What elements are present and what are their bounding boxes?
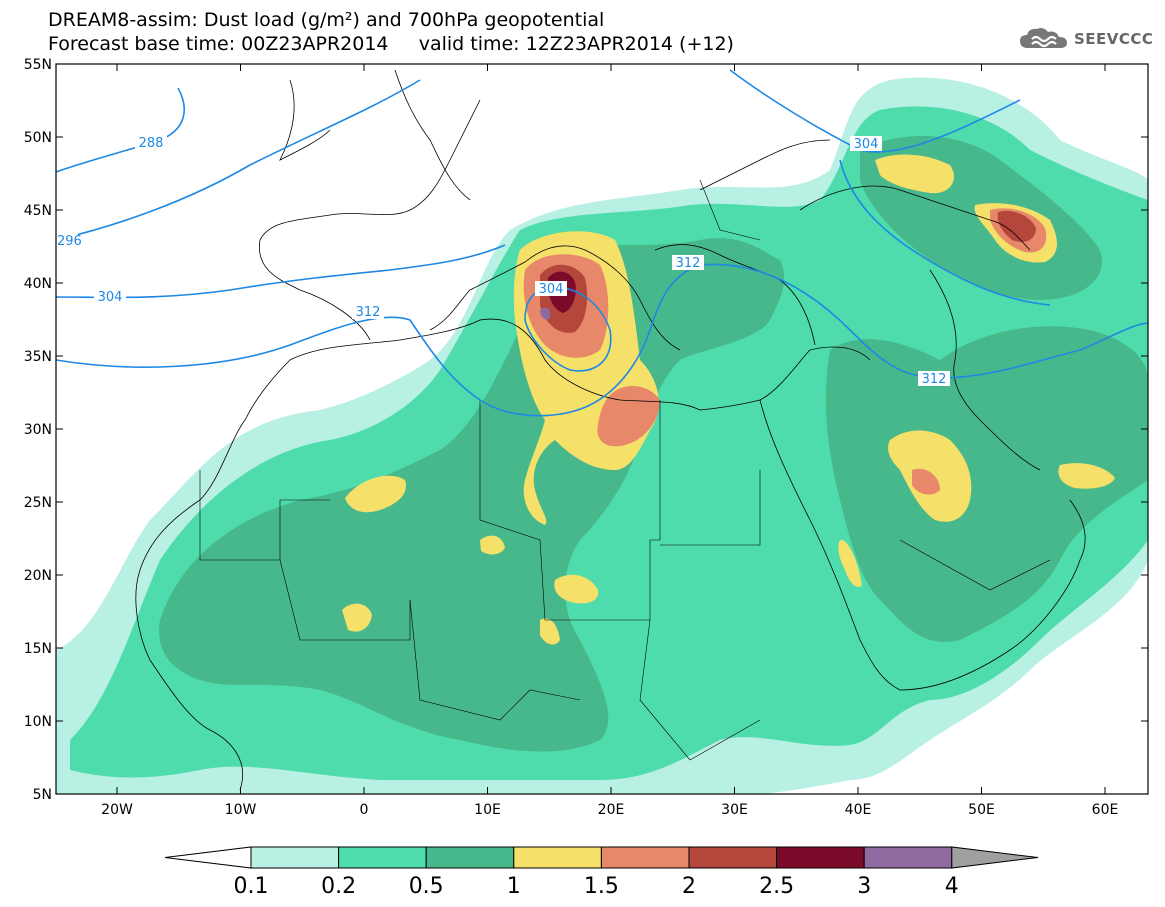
contour-label: 312 (918, 371, 950, 387)
contour-label: 312 (352, 304, 384, 320)
contour-label-text: 304 (854, 137, 879, 152)
dust-region-1 (838, 539, 862, 587)
lat-label: 20N (24, 568, 52, 584)
dust-region-1 (480, 535, 505, 555)
dust-region-1 (554, 574, 599, 604)
contour-label-text: 312 (922, 372, 947, 387)
dust-region-3 (540, 307, 551, 320)
dust-region-1 (540, 618, 560, 645)
colorbar-label: 0.1 (234, 874, 269, 899)
lat-label: 40N (24, 276, 52, 292)
lon-label: 40E (845, 802, 872, 818)
colorbar-swatch (951, 846, 1039, 869)
colorbar-swatch (338, 846, 427, 869)
colorbar-label: 2.5 (759, 874, 794, 899)
dust-region-1 (875, 154, 954, 194)
contour-label: 296 (56, 233, 82, 249)
lat-label: 5N (33, 787, 52, 803)
contour-label: 304 (94, 289, 126, 305)
contour-label-text: 312 (356, 305, 381, 320)
contour-label: 304 (535, 281, 567, 297)
colorbar-swatch (600, 846, 690, 869)
contour-304-west (56, 244, 506, 299)
contour-label: 288 (135, 135, 167, 151)
colorbar-label: 1 (507, 874, 521, 899)
lon-label: 20W (101, 802, 133, 818)
lat-label: 10N (24, 714, 52, 730)
lon-label: 10W (225, 802, 257, 818)
dust-region-1 (342, 603, 372, 632)
cloud-logo-icon (1020, 28, 1067, 48)
dust-region-0-5 (825, 326, 1148, 642)
coastlines (135, 69, 1086, 791)
contour-label-text: 312 (676, 256, 701, 271)
contour-label-text: 304 (539, 282, 564, 297)
lon-label: 10E (474, 802, 501, 818)
seevccc-logo: SEEVCCC (1018, 26, 1153, 52)
colorbar-swatch (513, 846, 602, 869)
colorbar-label: 0.5 (409, 874, 444, 899)
dust-region-1-5 (912, 468, 940, 495)
colorbar-swatch (688, 846, 778, 869)
lat-label: 35N (24, 349, 52, 365)
colorbar-swatch (250, 846, 340, 869)
contour-label-text: 304 (98, 290, 123, 305)
contour-304-cut (524, 286, 612, 372)
lat-label: 50N (24, 130, 52, 146)
contour-label: 312 (672, 255, 704, 271)
colorbar-swatch (776, 846, 865, 869)
lon-label: 30E (721, 802, 748, 818)
lon-label: 60E (1092, 802, 1119, 818)
lat-label: 15N (24, 641, 52, 657)
dust-region-2 (997, 210, 1036, 242)
contour-312-west (56, 316, 591, 417)
contour-304-east-2 (839, 159, 1051, 306)
colorbar-label: 2 (682, 874, 696, 899)
map-subtitle: Forecast base time: 00Z23APR2014 valid t… (48, 33, 734, 55)
colorbar-swatch (425, 846, 515, 869)
lon-label: 50E (968, 802, 995, 818)
contour-312-east (589, 263, 1148, 406)
lon-label: 20E (598, 802, 625, 818)
dust-region-1 (345, 475, 406, 513)
colorbar-label: 0.2 (321, 874, 356, 899)
longitude-axis: 20W 10W 0 10E 20E 30E 40E 50E 60E (101, 64, 1118, 818)
logo-text: SEEVCCC (1074, 30, 1154, 48)
contour-label: 304 (850, 136, 882, 152)
colorbar-label: 3 (857, 874, 871, 899)
contour-label-text: 296 (57, 234, 82, 249)
country-borders (199, 179, 1051, 761)
lat-label: 25N (24, 495, 52, 511)
lat-label: 55N (24, 57, 52, 73)
dust-field (56, 77, 1148, 794)
contour-label-text: 288 (139, 136, 164, 151)
colorbar-swatch (863, 846, 953, 869)
lat-label: 45N (24, 203, 52, 219)
colorbar-label: 4 (945, 874, 959, 899)
lon-label: 0 (360, 802, 369, 818)
latitude-axis: 55N 50N 45N 40N 35N 30N 25N 20N 15N 10N 5N (24, 57, 1148, 803)
contour-296 (56, 79, 421, 241)
colorbar-swatch (164, 846, 252, 869)
colorbar-label: 1.5 (584, 874, 619, 899)
lat-label: 30N (24, 422, 52, 438)
color-bar-legend: 0.1 0.2 0.5 1 1.5 2 2.5 3 4 (164, 846, 1039, 899)
contour-labels: 288 296 304 312 304 312 304 312 (56, 135, 950, 387)
dust-region-1 (1058, 463, 1115, 489)
map-title: DREAM8-assim: Dust load (g/m²) and 700hP… (48, 9, 605, 31)
